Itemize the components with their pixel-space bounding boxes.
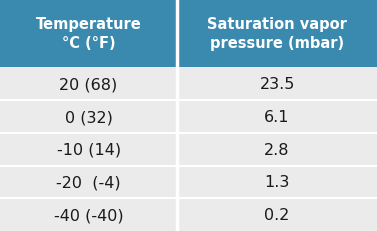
Bar: [0, 198, 177, 231]
Bar: [177, 68, 377, 101]
Bar: [0, 133, 177, 166]
Text: 20 (68): 20 (68): [60, 77, 118, 92]
Bar: [0, 166, 177, 198]
Bar: [177, 0, 377, 68]
Text: 0 (32): 0 (32): [65, 109, 112, 125]
Bar: [177, 101, 377, 133]
Text: 2.8: 2.8: [264, 142, 290, 157]
Text: 0.2: 0.2: [264, 207, 290, 222]
Bar: [0, 0, 177, 68]
Bar: [177, 166, 377, 198]
Text: Temperature
°C (°F): Temperature °C (°F): [36, 17, 141, 51]
Text: -20  (-4): -20 (-4): [56, 175, 121, 190]
Text: -10 (14): -10 (14): [57, 142, 121, 157]
Text: 23.5: 23.5: [259, 77, 295, 92]
Text: Saturation vapor
pressure (mbar): Saturation vapor pressure (mbar): [207, 17, 347, 51]
Bar: [177, 198, 377, 231]
Text: 6.1: 6.1: [264, 109, 290, 125]
Bar: [177, 133, 377, 166]
Bar: [0, 101, 177, 133]
Bar: [0, 68, 177, 101]
Text: 1.3: 1.3: [264, 175, 290, 190]
Text: -40 (-40): -40 (-40): [54, 207, 123, 222]
